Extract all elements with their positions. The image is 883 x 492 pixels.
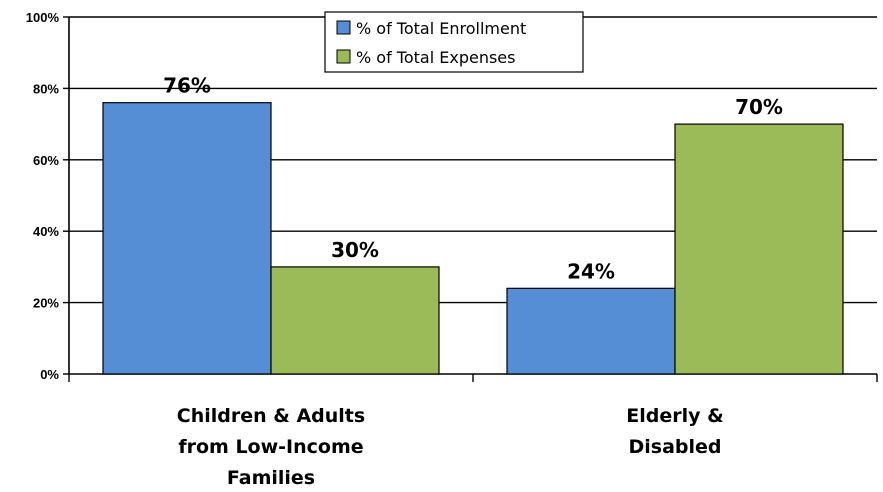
x-category-label-line: Families (227, 467, 315, 489)
bar (270, 266, 440, 375)
data-label: 76% (163, 74, 211, 98)
bar (102, 102, 272, 375)
bars (102, 102, 844, 375)
x-category-label: Children & Adults from Low-Income Families (177, 405, 365, 489)
data-labels: 76% 30% 24% 70% (163, 74, 783, 284)
bar (506, 287, 676, 375)
data-label: 30% (331, 238, 379, 262)
legend: % of Total Enrollment % of Total Expenses (324, 11, 584, 73)
x-category-label-line: Disabled (628, 436, 721, 458)
x-category-label-line: Children & Adults (177, 405, 365, 427)
legend-label: % of Total Expenses (356, 48, 515, 67)
y-tick-label: 0% (40, 367, 59, 382)
category-labels: Children & Adults from Low-Income Families… (177, 405, 724, 489)
y-tick-label: 100% (26, 10, 60, 25)
legend-label: % of Total Enrollment (356, 19, 526, 38)
y-tick-label: 20% (33, 296, 59, 311)
data-label: 24% (567, 259, 615, 283)
y-tick-label: 80% (33, 81, 59, 96)
legend-swatch (336, 20, 351, 35)
x-category-label-line: Elderly & (626, 405, 723, 427)
y-tick-label: 60% (33, 153, 59, 168)
x-category-label: Elderly & Disabled (626, 405, 723, 458)
x-category-label-line: from Low-Income (178, 436, 363, 458)
bar (674, 123, 844, 375)
y-tick-label: 40% (33, 224, 59, 239)
legend-swatch (336, 49, 351, 64)
legend-box (324, 11, 584, 73)
data-label: 70% (735, 95, 783, 119)
